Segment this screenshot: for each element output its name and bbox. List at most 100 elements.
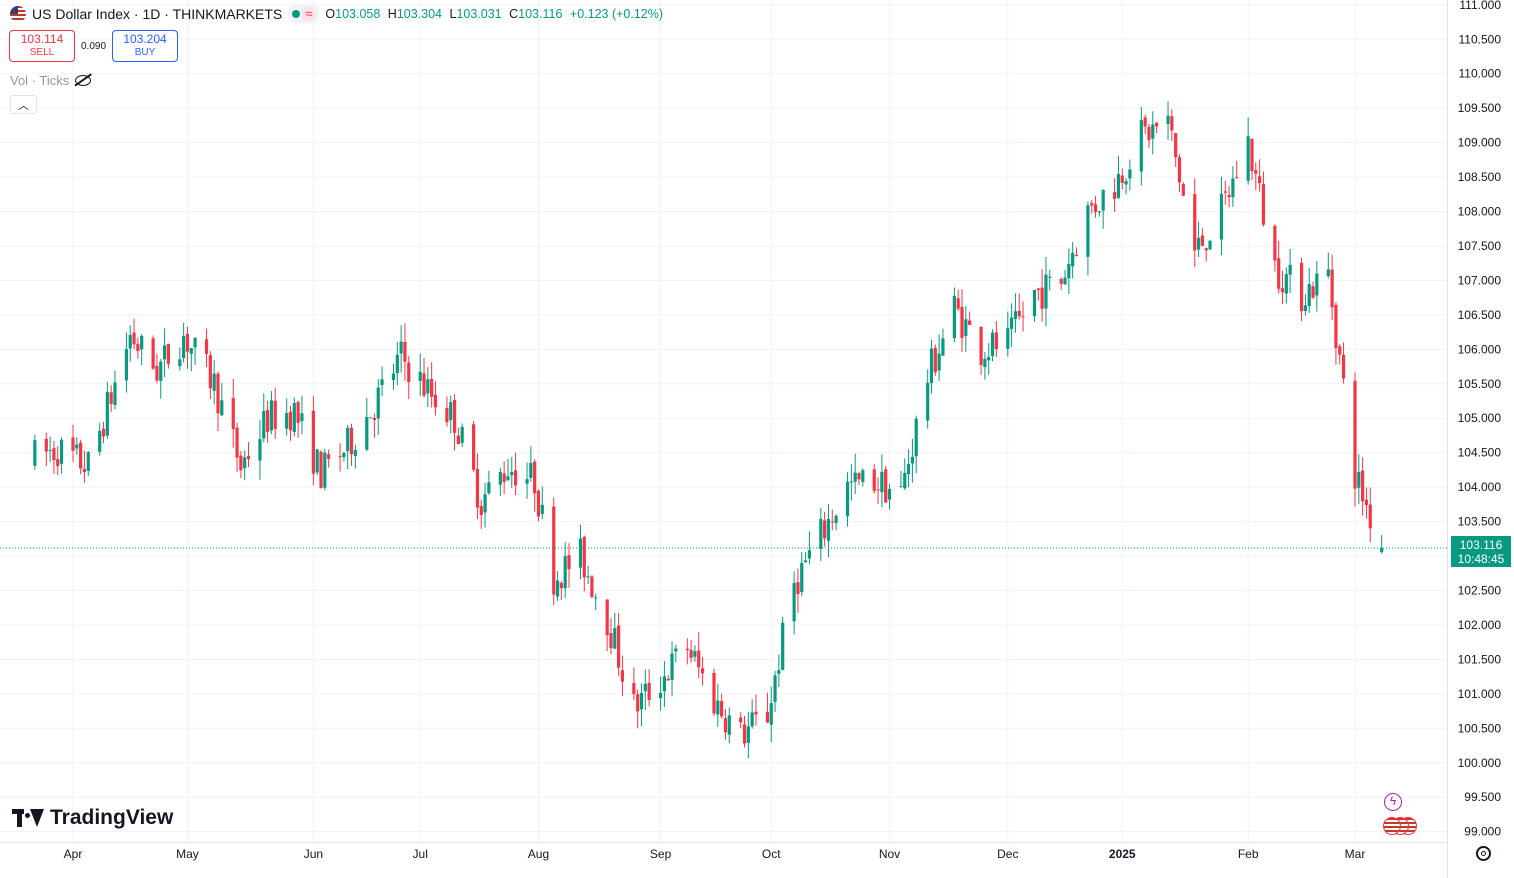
candle-body [685,648,689,650]
candle-down [1074,247,1079,257]
buy-button[interactable]: 103.204 BUY [112,30,179,62]
candle-body [590,576,594,597]
price-axis[interactable]: 111.000 110.500 110.000 109.500 109.000 108.5… [1458,0,1502,839]
sell-button[interactable]: 103.114 SELL [9,30,75,62]
time-axis[interactable]: Apr May Jun Jul Aug Sep Oct Nov Dec 2025 Feb Mar [64,847,1366,861]
candle-body [990,332,995,357]
candle-body [1307,284,1311,307]
candle-down [700,657,705,686]
candle-up [987,343,991,375]
candle-up [124,332,129,393]
candle-body [273,400,277,429]
candle-body [903,472,907,489]
candle-body [845,482,850,517]
chart-legend: US Dollar Index · 1D · THINKMARKETS ≈ O1… [10,5,667,23]
candle-body [533,461,537,494]
candle-up [525,462,529,499]
last-price-tag: 103.116 10:48:45 [1451,536,1511,567]
candle-down [609,618,613,655]
candle-body [166,343,170,364]
time-tick-label: Jul [413,847,428,861]
candle-body [849,481,853,483]
candle-body [1113,192,1117,199]
candle-up [849,464,853,501]
candle-body [689,649,693,658]
candle-down [582,535,586,592]
candle-down [475,453,480,519]
trade-panel: 103.114 SELL 0.090 103.204 BUY [9,30,179,62]
candle-body [75,444,79,449]
price-tick-label: 111.000 [1459,0,1501,12]
candle-up [1101,189,1105,229]
candle-body [754,711,758,715]
lightning-icon[interactable]: ϟ [1384,793,1402,811]
buy-price: 103.204 [123,32,167,46]
candle-up [990,329,995,362]
candle-down [185,326,190,369]
price-tick-label: 101.500 [1458,652,1502,666]
candle-down [472,420,476,472]
candle-up [113,370,117,410]
candle-down [216,371,220,432]
candle-down [319,450,323,489]
market-status-pill[interactable]: ≈ [288,5,320,23]
candle-body [1250,138,1254,172]
eye-off-icon[interactable] [75,75,92,86]
candle-body [1353,380,1357,489]
economic-events-icon[interactable] [1383,817,1423,835]
candle-up [1006,311,1010,357]
candle-body [906,464,911,475]
candle-up [746,711,750,759]
candle-up [1315,260,1319,312]
candle-down [933,344,937,376]
candle-down [513,452,518,496]
candle-down [1364,487,1369,519]
candle-body [315,449,319,473]
candle-down [403,323,407,381]
candle-down [994,320,998,357]
candle-body [1151,124,1155,139]
candle-body [98,431,102,452]
candle-body [269,400,274,431]
candle-up [1288,249,1292,294]
candle-down [479,499,483,529]
time-tick-label: Feb [1238,847,1259,861]
candle-up [1219,176,1224,256]
candle-body [342,452,346,458]
candle-body [605,599,609,636]
volume-indicator-legend[interactable]: Vol · Ticks [10,73,92,88]
candle-body [292,402,296,432]
candle-body [159,361,163,381]
candle-body [1273,225,1277,261]
candle-body [1311,286,1315,298]
candle-body [1254,170,1258,174]
candle-body [182,335,186,359]
gear-icon[interactable] [1476,846,1491,861]
candle-down [56,445,60,476]
candle-down [288,405,293,441]
time-tick-label: 2025 [1109,847,1136,861]
candle-up [1071,242,1075,279]
collapse-legend-button[interactable]: ︿ [10,95,37,114]
candle-body [456,435,460,445]
candle-body [113,382,117,405]
candle-up [178,347,182,371]
candle-down [1093,195,1098,218]
high-value: 103.304 [396,7,443,21]
tradingview-logo[interactable]: TradingView [12,806,173,830]
candle-body [1013,311,1018,320]
candle-down [372,413,377,438]
candle-body [582,536,586,578]
candle-up [750,699,754,729]
candle-down [1223,180,1227,205]
candle-down [208,351,212,400]
candle-up [506,458,510,482]
candle-down [1250,138,1254,180]
candle-body [1128,169,1132,179]
candle-down [620,655,625,697]
candle-body [773,675,777,702]
candle-body [44,438,48,452]
candle-body [1357,471,1361,488]
symbol-title[interactable]: US Dollar Index · 1D · THINKMARKETS [32,6,283,22]
